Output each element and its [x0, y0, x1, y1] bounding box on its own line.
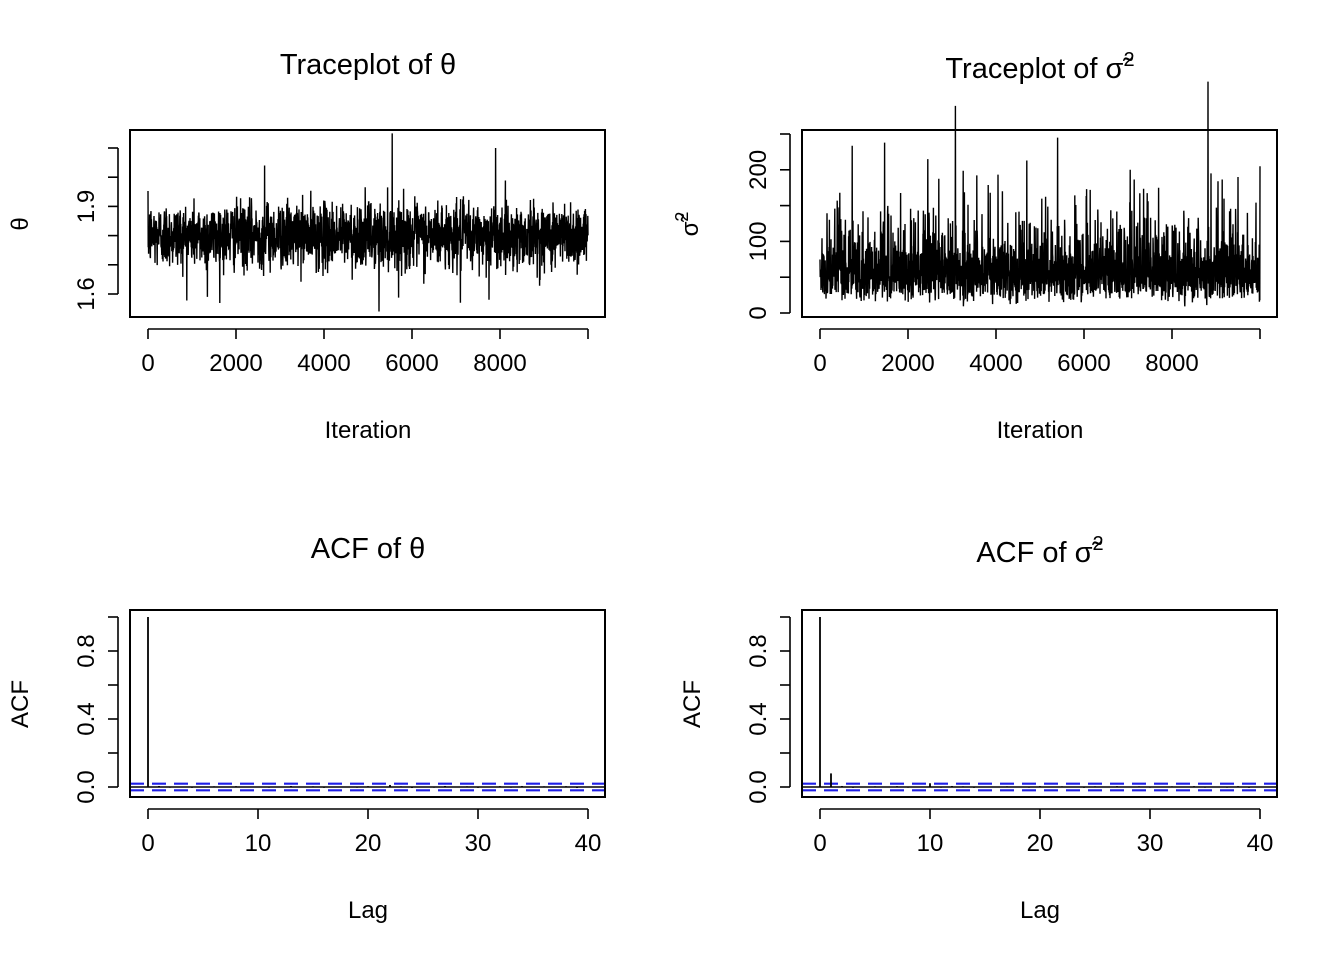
panel-title: Traceplot of σ̃2 — [945, 49, 1134, 85]
x-tick-label: 8000 — [473, 350, 526, 377]
x-tick-label: 8000 — [1145, 350, 1198, 377]
trace-line — [147, 133, 589, 312]
y-tick-label: 200 — [745, 150, 772, 190]
trace-series — [819, 81, 1261, 307]
y-tick-label: 0.0 — [745, 770, 772, 803]
x-tick-label: 20 — [1027, 830, 1054, 857]
y-axis-label: ACF — [679, 680, 706, 728]
x-tick-label: 20 — [355, 830, 382, 857]
x-tick-label: 10 — [917, 830, 944, 857]
acf-bars — [130, 617, 605, 792]
acf-bars — [802, 617, 1277, 792]
x-tick-label: 4000 — [297, 350, 350, 377]
plot-frame — [129, 129, 606, 318]
x-tick-label: 6000 — [385, 350, 438, 377]
x-axis-label: Lag — [348, 897, 388, 924]
plot-frame — [129, 609, 606, 798]
panel-title: ACF of σ̃2 — [976, 533, 1103, 569]
y-axis-superscript: 2 — [672, 212, 692, 222]
y-tick-label: 0.8 — [73, 634, 100, 667]
x-tick-label: 2000 — [881, 350, 934, 377]
x-tick-label: 10 — [245, 830, 272, 857]
y-tick-label: 1.6 — [73, 277, 100, 310]
x-tick-label: 2000 — [209, 350, 262, 377]
x-axis-label: Iteration — [325, 417, 412, 444]
panel-title: ACF of θ — [311, 533, 425, 565]
x-tick-label: 40 — [1247, 830, 1274, 857]
y-axis-label: σ̃2 — [672, 212, 704, 237]
plot-frame — [801, 129, 1278, 318]
x-axis: 0 10 20 30 40 — [141, 808, 602, 857]
y-axis-label: θ — [7, 217, 34, 230]
x-tick-label: 30 — [1137, 830, 1164, 857]
x-axis: 0 2000 4000 6000 8000 — [813, 328, 1261, 377]
trace-series — [147, 133, 589, 312]
y-axis-label: ACF — [7, 680, 34, 728]
y-tick-label: 0.8 — [745, 634, 772, 667]
panel-trace-sigma2: Traceplot of σ̃2 Iteration σ̃2 0 2000 4000… — [672, 49, 1278, 444]
trace-line — [819, 81, 1261, 307]
x-tick-label: 4000 — [969, 350, 1022, 377]
panel-acf-sigma2: ACF of σ̃2 Lag ACF 0 10 20 30 40 0.0 0.4 0.8 — [679, 533, 1278, 924]
y-tick-label: 0 — [745, 306, 772, 319]
x-tick-label: 6000 — [1057, 350, 1110, 377]
panel-acf-theta: ACF of θ Lag ACF 0 10 20 30 40 0.0 0.4 0.8 — [7, 533, 606, 924]
y-axis: 0.0 0.4 0.8 — [745, 616, 791, 804]
y-axis: 0 100 200 — [745, 133, 791, 320]
x-tick-label: 0 — [813, 830, 826, 857]
panel-trace-theta: Traceplot of θ Iteration θ 0 2000 4000 6000… — [7, 49, 606, 444]
title-text: Traceplot of — [945, 53, 1105, 85]
x-tick-label: 0 — [141, 830, 154, 857]
x-axis: 0 10 20 30 40 — [813, 808, 1274, 857]
y-tick-label: 0.4 — [745, 702, 772, 735]
title-superscript: 2 — [1093, 533, 1104, 555]
x-axis-label: Lag — [1020, 897, 1060, 924]
y-tick-label: 0.4 — [73, 702, 100, 735]
y-axis: 0.0 0.4 0.8 — [73, 616, 119, 804]
panel-title: Traceplot of θ — [280, 49, 456, 81]
x-tick-label: 40 — [575, 830, 602, 857]
x-axis: 0 2000 4000 6000 8000 — [141, 328, 589, 377]
title-text: ACF of — [976, 537, 1074, 569]
x-tick-label: 30 — [465, 830, 492, 857]
y-tick-label: 1.9 — [73, 190, 100, 223]
x-tick-label: 0 — [813, 350, 826, 377]
y-tick-label: 0.0 — [73, 770, 100, 803]
y-axis: 1.6 1.9 — [73, 147, 119, 311]
x-tick-label: 0 — [141, 350, 154, 377]
title-superscript: 2 — [1123, 49, 1134, 71]
x-axis-label: Iteration — [997, 417, 1084, 444]
y-tick-label: 100 — [745, 221, 772, 261]
plot-frame — [801, 609, 1278, 798]
